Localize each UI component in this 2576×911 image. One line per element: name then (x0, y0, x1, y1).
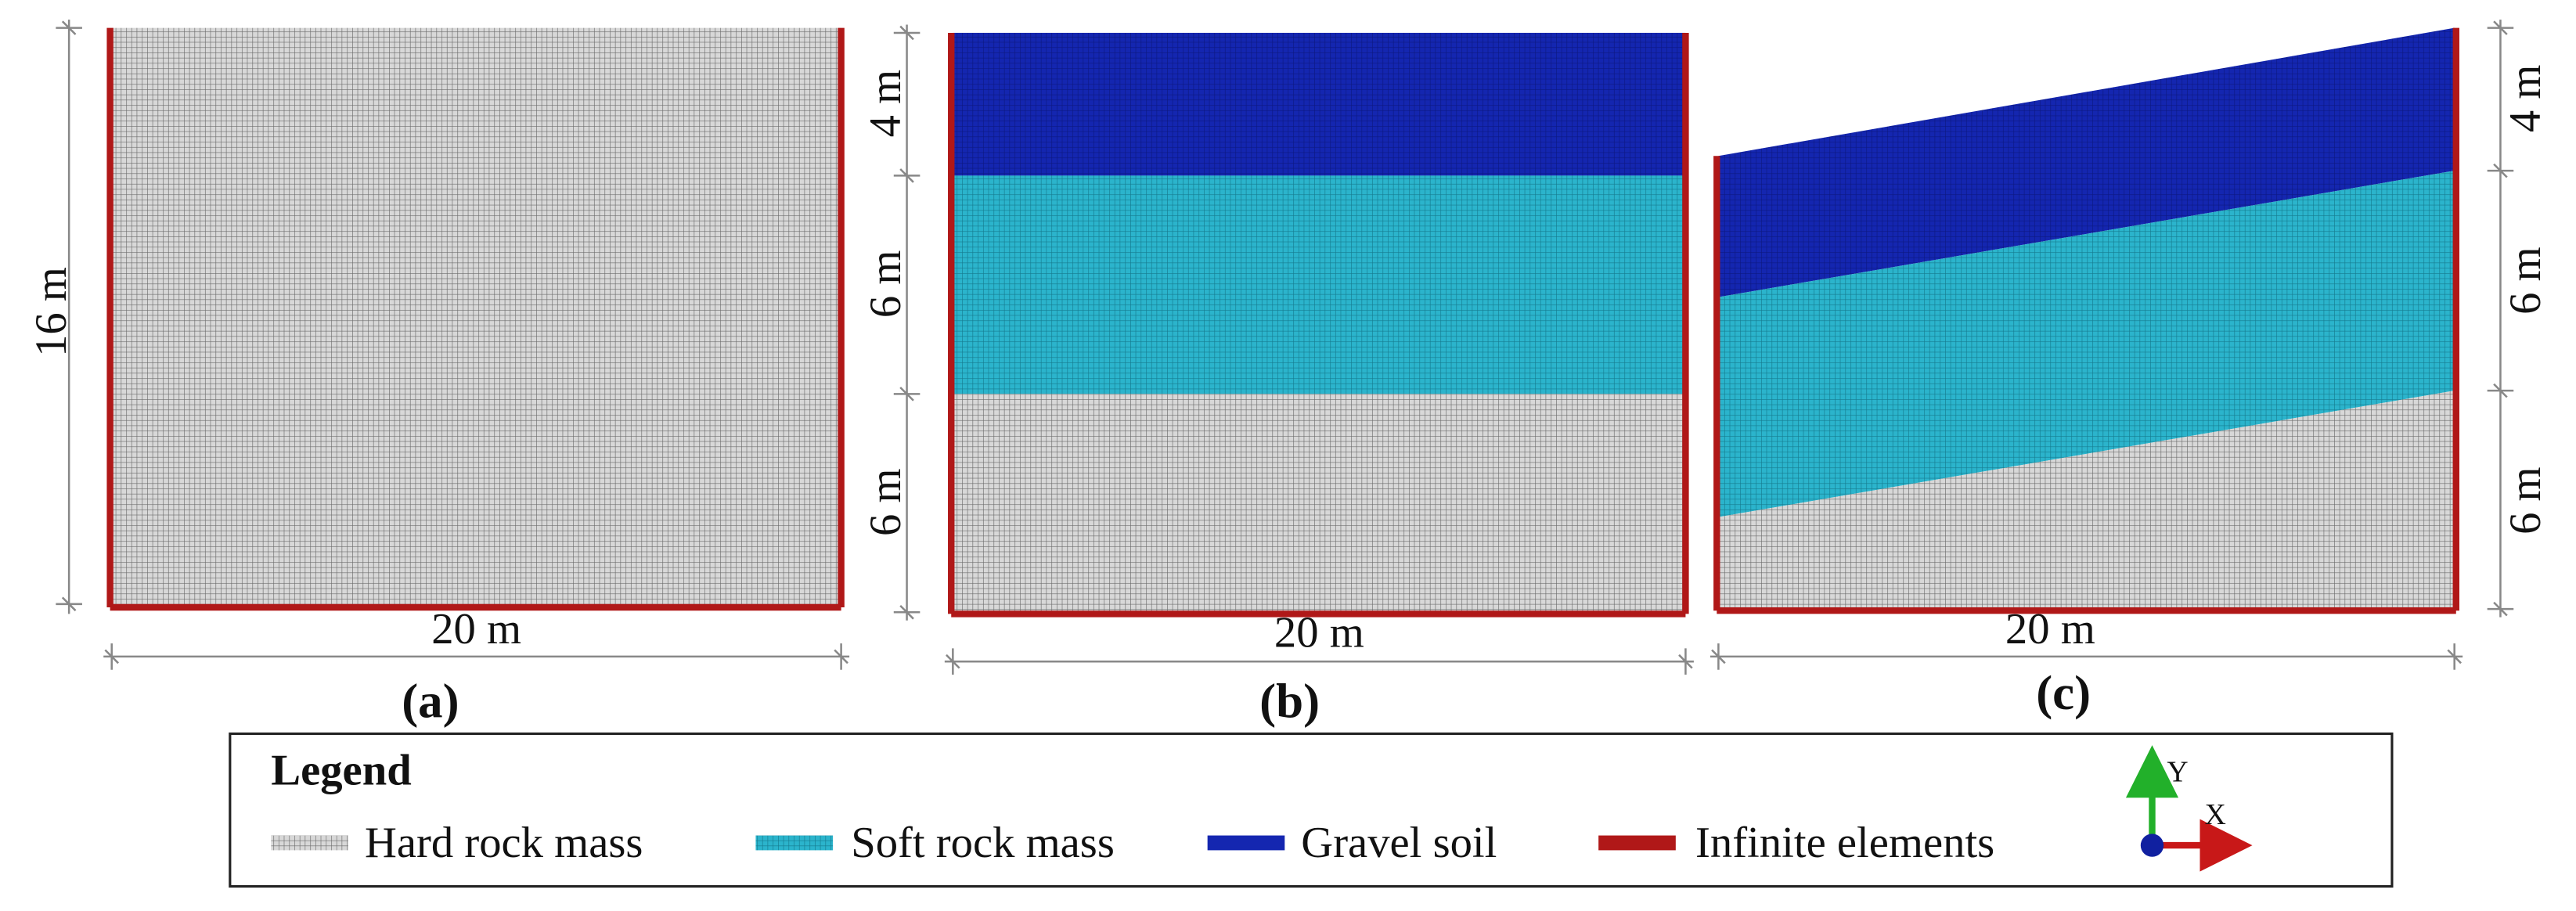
layer-label: 4 m (2502, 65, 2550, 132)
gravel-soil-mesh (1718, 27, 2455, 297)
x-axis-label: X (2205, 798, 2226, 831)
dimension-line (944, 648, 1694, 675)
gravel-soil-mesh (953, 32, 1686, 176)
legend-item: Gravel soil (1301, 819, 1497, 867)
hard-rock-mesh (1718, 391, 2455, 610)
legend-swatch (1598, 835, 1676, 851)
panel-label: (a) (402, 674, 459, 729)
legend-item: Infinite elements (1695, 819, 1994, 867)
axis-triad: Y X (2125, 745, 2253, 872)
hard-rock-mesh (111, 27, 841, 606)
width-label: 20 m (431, 605, 521, 654)
legend-item: Soft rock mass (851, 819, 1115, 867)
panel-label: (b) (1259, 674, 1320, 729)
panel-b: 4 m 6 m 6 m 20 m (b) (862, 24, 1694, 729)
layer-label: 6 m (862, 469, 910, 536)
dimension-line (56, 20, 82, 614)
y-axis-label: Y (2167, 755, 2188, 788)
legend-item: Hard rock mass (365, 819, 643, 867)
legend-title: Legend (271, 747, 411, 795)
width-label: 20 m (2005, 605, 2095, 654)
soft-rock-mesh (953, 175, 1686, 394)
origin (2140, 834, 2164, 857)
layer-label: 6 m (2502, 466, 2550, 534)
panel-label: (c) (2036, 665, 2091, 720)
legend-swatch (1207, 835, 1285, 851)
height-label: 16 m (27, 267, 76, 357)
dimension-line (103, 643, 850, 670)
dimension-line (1710, 643, 2463, 670)
legend-swatch (271, 835, 348, 851)
legend-box (229, 732, 2394, 888)
soft-rock-mesh (1718, 171, 2455, 517)
dimension-line (2487, 20, 2514, 618)
dimension-line (893, 24, 921, 621)
hard-rock-mesh (953, 394, 1686, 613)
layer-label: 6 m (862, 250, 910, 318)
layer-label: 6 m (2502, 247, 2550, 314)
panel-a: 16 m 20 m (a) (27, 20, 850, 729)
legend-swatch (755, 835, 834, 851)
width-label: 20 m (1274, 608, 1364, 657)
panel-c: 4 m 6 m 6 m 20 m (c) (1710, 20, 2550, 720)
layer-label: 4 m (862, 70, 910, 137)
legend: Legend Hard rock mass Soft rock mass Gra… (229, 732, 2394, 888)
